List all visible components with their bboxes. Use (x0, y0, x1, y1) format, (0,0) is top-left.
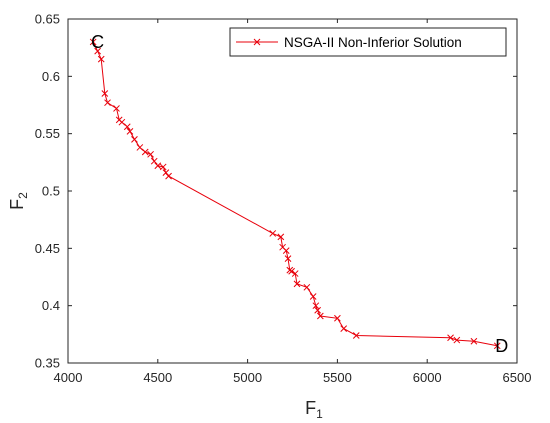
data-point-marker (291, 270, 299, 277)
data-point-marker (453, 336, 461, 344)
data-point-marker (309, 293, 317, 300)
data-point-marker (150, 157, 158, 165)
y-axis-ticks: 0.35 0.4 0.45 0.5 0.55 0.6 0.65 (35, 12, 517, 371)
legend: NSGA-II Non-Inferior Solution (229, 27, 507, 57)
point-annotations: CD (91, 32, 508, 356)
y-axis-label: F2 (7, 192, 30, 210)
data-point-marker (284, 255, 292, 263)
data-point-marker (312, 302, 320, 310)
data-point-marker (136, 144, 144, 151)
plot-area (67, 18, 518, 364)
data-point-marker (352, 332, 360, 339)
legend-marker-swatch (253, 38, 261, 46)
data-point-marker (162, 169, 170, 177)
data-point-marker (165, 172, 172, 180)
x-tick-label: 5000 (233, 370, 262, 385)
data-point-marker (340, 325, 348, 332)
data-point-marker (97, 55, 105, 63)
data-point-marker (118, 118, 126, 126)
data-point-marker (447, 334, 454, 342)
x-tick-label: 5500 (323, 370, 352, 385)
data-point-marker (269, 230, 277, 237)
x-axis-ticks: 4000 4500 5000 5500 6000 6500 (54, 19, 532, 385)
data-point-marker (334, 314, 341, 322)
series-group (89, 38, 501, 350)
data-point-marker (89, 38, 97, 46)
data-point-marker (293, 280, 301, 288)
y-tick-label: 0.5 (42, 184, 60, 199)
annotation-label-c: C (91, 32, 104, 52)
y-tick-label: 0.65 (35, 12, 60, 27)
data-point-marker (493, 342, 501, 350)
y-tick-label: 0.6 (42, 69, 60, 84)
x-tick-label: 4000 (54, 370, 83, 385)
data-point-marker (94, 47, 101, 55)
data-point-marker (101, 90, 109, 97)
data-point-marker (104, 99, 111, 107)
data-point-marker (131, 136, 138, 143)
x-axis-label: F1 (305, 398, 323, 421)
x-tick-label: 6500 (503, 370, 532, 385)
data-point-marker (316, 312, 324, 320)
y-tick-label: 0.45 (35, 241, 60, 256)
x-tick-label: 4500 (143, 370, 172, 385)
data-point-marker (303, 283, 311, 291)
data-point-marker (288, 267, 295, 275)
y-tick-label: 0.35 (35, 356, 60, 371)
legend-entry-label: NSGA-II Non-Inferior Solution (284, 35, 462, 50)
data-point-marker (282, 247, 290, 254)
data-point-marker (123, 123, 131, 131)
series-line (92, 41, 498, 347)
annotation-label-d: D (495, 336, 508, 356)
data-point-marker (154, 162, 162, 170)
data-point-marker (126, 128, 134, 135)
data-point-marker (159, 163, 167, 171)
y-tick-label: 0.55 (35, 126, 60, 141)
data-point-marker (147, 150, 154, 158)
data-point-marker (141, 148, 149, 156)
x-tick-label: 6000 (413, 370, 442, 385)
data-point-marker (113, 105, 120, 112)
y-tick-label: 0.4 (42, 298, 60, 313)
data-point-marker (277, 233, 285, 241)
data-point-marker (470, 337, 478, 345)
data-point-marker (314, 306, 321, 314)
